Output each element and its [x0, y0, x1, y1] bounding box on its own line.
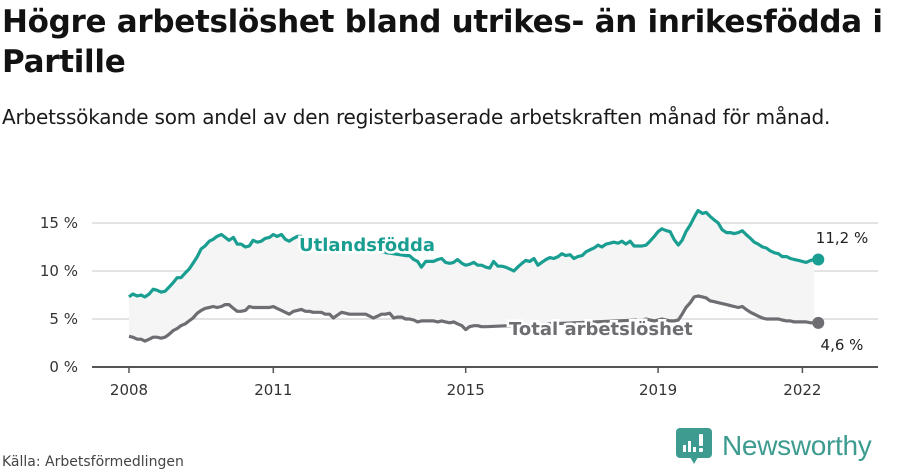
line-total-arbetsloshet — [128, 294, 819, 343]
x-axis: 2008 2011 2015 2019 2022 — [92, 366, 878, 399]
newsworthy-logo: Newsworthy — [676, 428, 872, 464]
x-tick-label: 2008 — [110, 381, 148, 399]
brand-name: Newsworthy — [722, 430, 872, 461]
x-tick-label: 2022 — [783, 381, 821, 399]
chart-subtitle: Arbetssökande som andel av den registerb… — [2, 105, 831, 129]
x-tick-label: 2011 — [254, 381, 292, 399]
y-axis: 0 % 5 % 10 % 15 % — [40, 214, 78, 376]
chart-title: Högre arbetslöshet bland utrikes- än inr… — [2, 4, 883, 80]
x-tick-label: 2015 — [447, 381, 485, 399]
y-tick-label: 0 % — [49, 358, 78, 376]
series-label-utlandsfodda: Utlandsfödda — [299, 235, 435, 256]
end-value-total: 4,6 % — [821, 336, 864, 354]
series-label-total: Total arbetslöshet — [509, 319, 693, 340]
range-band — [129, 210, 815, 341]
endpoint-dot-utlandsfodda — [812, 253, 825, 266]
y-tick-label: 10 % — [40, 262, 78, 280]
bar-chart-speech-bubble-icon — [676, 428, 712, 464]
end-value-utlandsfodda: 11,2 % — [816, 229, 868, 247]
y-tick-label: 5 % — [49, 310, 78, 328]
x-tick-label: 2019 — [639, 381, 677, 399]
source-note: Källa: Arbetsförmedlingen — [2, 454, 184, 470]
y-tick-label: 15 % — [40, 214, 78, 232]
endpoint-dot-total — [812, 316, 825, 329]
line-utlandsfodda — [128, 208, 819, 299]
